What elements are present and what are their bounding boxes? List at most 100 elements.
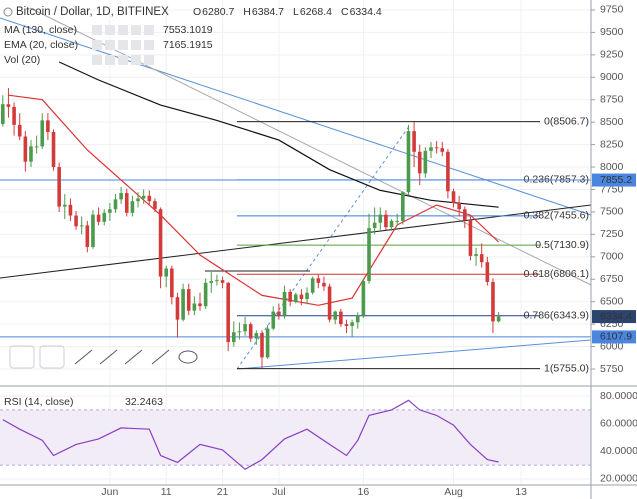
candle-body bbox=[91, 214, 95, 247]
candle-body bbox=[423, 150, 428, 174]
candle-body bbox=[446, 151, 450, 192]
candle-body bbox=[12, 106, 16, 125]
tool-icon bbox=[74, 349, 93, 365]
candle-body bbox=[412, 131, 416, 152]
candle-body bbox=[491, 281, 495, 322]
candle-body bbox=[293, 294, 298, 302]
drawings bbox=[0, 7, 592, 370]
legend: Bitcoin / Dollar, 1D, BITFINEX O 6280.7 H 6… bbox=[3, 6, 382, 408]
trend-line bbox=[29, 7, 592, 286]
candle-body bbox=[79, 225, 84, 227]
indicator-button bbox=[92, 25, 102, 35]
tool-icon bbox=[99, 349, 118, 365]
candle-body bbox=[451, 191, 456, 203]
candle-body bbox=[141, 195, 146, 199]
fib-label: 1(5755.0) bbox=[544, 362, 589, 374]
candle-body bbox=[333, 311, 338, 320]
indicator-button bbox=[105, 55, 115, 65]
ohlc-key: L bbox=[293, 6, 299, 18]
indicator-name: Vol (20) bbox=[4, 54, 40, 66]
tool-button[interactable] bbox=[9, 345, 35, 369]
rsi-title: RSI (14, close) bbox=[4, 396, 73, 408]
trend-line bbox=[236, 339, 592, 370]
indicator-button bbox=[105, 40, 115, 50]
fib-label: 0(8506.7) bbox=[544, 115, 589, 127]
candle-body bbox=[277, 311, 281, 316]
y-tick-label: 6750 bbox=[600, 273, 624, 285]
candle-body bbox=[6, 104, 11, 107]
candle-body bbox=[186, 289, 191, 311]
trend-line bbox=[236, 124, 411, 370]
toolbar bbox=[9, 345, 198, 369]
rsi-line bbox=[2, 399, 499, 471]
candle-body bbox=[226, 282, 230, 343]
candle-body bbox=[485, 262, 490, 282]
candle-body bbox=[215, 280, 219, 282]
y-tick-label: 9000 bbox=[600, 71, 624, 83]
trend-line bbox=[0, 17, 592, 216]
tool-icon bbox=[178, 350, 198, 364]
price-label: 7855.2 bbox=[600, 174, 632, 186]
fib-label: 0.382(7455.6) bbox=[524, 210, 589, 222]
indicator-button bbox=[118, 40, 128, 50]
candle-body bbox=[310, 278, 315, 293]
candle-body bbox=[203, 282, 208, 307]
y-tick-label: 5750 bbox=[600, 363, 624, 375]
candle-body bbox=[209, 281, 214, 283]
candle-body bbox=[406, 131, 411, 193]
candle-body bbox=[1, 104, 5, 124]
x-tick-label: 21 bbox=[217, 486, 229, 498]
tool-button[interactable] bbox=[39, 345, 65, 369]
candle-body bbox=[417, 151, 422, 174]
candle-body bbox=[496, 316, 501, 322]
y-tick-label: 80.0000 bbox=[600, 390, 637, 402]
candle-body bbox=[181, 289, 185, 320]
rsi-value: 32.2463 bbox=[125, 396, 163, 408]
indicator-name: EMA (20, close) bbox=[4, 39, 78, 51]
indicator-button bbox=[118, 25, 128, 35]
candle-body bbox=[40, 120, 45, 147]
candle-body bbox=[389, 220, 394, 228]
symbol-icon bbox=[3, 7, 13, 17]
candle-body bbox=[254, 333, 259, 339]
candle-body bbox=[119, 193, 123, 200]
price-label-box bbox=[592, 310, 636, 324]
ohlc-key: C bbox=[341, 6, 349, 18]
candle-body bbox=[339, 311, 343, 325]
rsi-band bbox=[0, 409, 591, 466]
candle-body bbox=[136, 198, 140, 202]
candle-body bbox=[350, 322, 354, 326]
candle-body bbox=[395, 220, 399, 222]
y-tick-label: 9250 bbox=[600, 49, 624, 61]
candle-body bbox=[372, 222, 377, 229]
indicator-value: 7553.1019 bbox=[163, 24, 213, 36]
indicator-button bbox=[144, 25, 154, 35]
candle-body bbox=[51, 132, 56, 168]
candle-body bbox=[468, 220, 473, 256]
candle-body bbox=[23, 136, 28, 162]
indicator-button bbox=[118, 55, 128, 65]
candle-body bbox=[474, 254, 478, 256]
candle-body bbox=[322, 282, 326, 287]
indicator-button bbox=[92, 55, 102, 65]
y-tick-label: 60.0000 bbox=[600, 417, 637, 429]
candle-body bbox=[248, 324, 253, 339]
candle-body bbox=[102, 212, 107, 222]
ohlc-value: 6384.7 bbox=[252, 6, 284, 18]
indicator-name: MA (130, close) bbox=[4, 24, 77, 36]
candle-body bbox=[232, 332, 236, 343]
indicator-button bbox=[131, 25, 141, 35]
candle-body bbox=[34, 146, 39, 148]
candle-body bbox=[147, 195, 152, 202]
candle-body bbox=[384, 214, 388, 228]
candle-body bbox=[299, 294, 304, 300]
candle-body bbox=[367, 228, 371, 282]
indicator-button bbox=[131, 55, 141, 65]
fib-label: 0.5(7130.9) bbox=[535, 239, 589, 251]
candle-body bbox=[316, 278, 321, 283]
trend-line bbox=[0, 204, 592, 279]
candle-body bbox=[170, 268, 174, 298]
indicator-button bbox=[131, 40, 141, 50]
candle-body bbox=[434, 147, 439, 149]
candle-body bbox=[62, 204, 67, 207]
